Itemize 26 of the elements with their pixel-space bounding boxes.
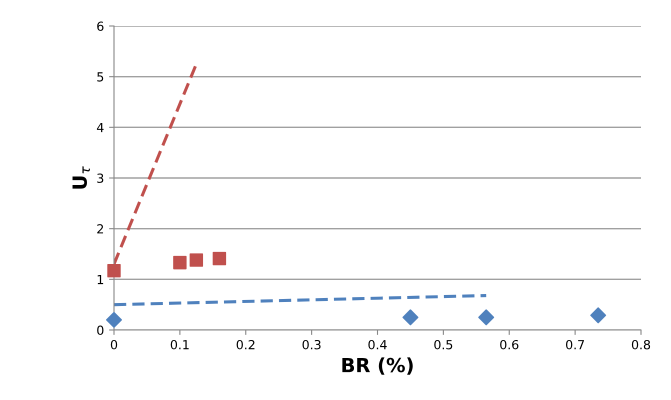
point [590,307,606,324]
point [106,312,122,328]
x-tick-label: 0.7 [566,340,584,350]
y-tick-label: 2 [97,224,104,234]
point [478,309,494,326]
point [190,253,204,267]
y-tick-label: 4 [96,122,104,132]
x-tick-label: 0.3 [302,340,321,350]
y-tick-label: 0 [97,325,104,335]
point [173,256,187,270]
x-axis-title: BR (%) [342,357,413,375]
y-tick-label: 6 [97,21,104,31]
x-tick-label: 0.6 [500,340,518,350]
point [107,264,121,278]
point [212,252,226,266]
x-tick-label: 0.1 [170,340,189,350]
y-tick-label: 3 [97,173,104,183]
y-tick-label: 1 [98,274,104,284]
x-tick-label: 0 [110,340,118,350]
x-tick-label: 0.2 [236,340,254,350]
x-tick-label: 0.8 [632,340,650,350]
x-tick-label: 0.5 [434,340,452,350]
y-axis-title: U$_{τ}$ [72,166,90,189]
y-tick-label: 5 [97,72,104,82]
x-tick-label: 0.4 [368,340,387,350]
point [402,309,418,326]
